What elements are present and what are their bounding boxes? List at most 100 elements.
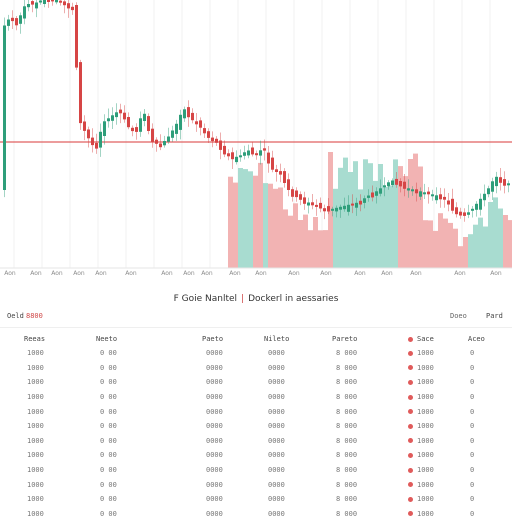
status-dot-icon: [408, 438, 413, 444]
table-row[interactable]: 1000 0 00 0000 0000 8 000 1000 0: [0, 404, 512, 419]
candle-body: [155, 139, 158, 144]
panel-title-right: Dockerl in aessaries: [248, 294, 339, 304]
table-row[interactable]: 1000 0 00 0000 0000 8 000 1000 0: [0, 463, 512, 478]
volume-bar: [448, 222, 453, 268]
x-tick-label: Aon: [95, 270, 107, 277]
volume-bar: [383, 187, 388, 268]
table-row[interactable]: 1000 0 00 0000 0000 8 000 1000 0: [0, 390, 512, 405]
volume-bar: [373, 180, 378, 268]
candle-body: [207, 131, 210, 138]
candle-body: [435, 195, 438, 201]
candle-body: [339, 206, 342, 210]
candle-body: [23, 6, 26, 19]
volume-bar: [473, 224, 478, 268]
candle-body: [251, 147, 254, 155]
volume-bar: [433, 230, 438, 268]
candle-body: [247, 150, 250, 156]
table-cell: 0000: [206, 393, 223, 402]
candle-body: [395, 178, 398, 185]
volume-bar: [343, 157, 348, 268]
table-cell: 1000: [408, 375, 460, 390]
status-dot-icon: [408, 423, 413, 429]
table-row[interactable]: 1000 0 00 0000 0000 8 000 1000 0: [0, 361, 512, 376]
volume-bar: [353, 161, 358, 268]
volume-bar: [243, 169, 248, 268]
column-header[interactable]: Pareto: [332, 335, 358, 343]
table-cell: 1000: [408, 404, 460, 419]
volume-bar: [393, 159, 398, 268]
panel-title-separator: |: [241, 294, 245, 304]
candle-body: [235, 156, 238, 163]
table-cell: 1000: [408, 346, 460, 361]
x-tick-label: Aon: [30, 270, 42, 277]
volume-bar: [238, 168, 243, 268]
candle-body: [331, 208, 334, 211]
candle-body: [7, 19, 10, 26]
table-cell: 0 00: [100, 480, 117, 489]
x-tick-label: Aon: [183, 270, 195, 277]
chart-canvas[interactable]: Aon Aon Aon Aon Aon Aon Aon Aon Aon Aon Aon Aon Aon A…: [0, 0, 512, 282]
table-row[interactable]: 1000 0 00 0000 0000 8 000 1000 0: [0, 434, 512, 449]
table-cell: 0: [470, 495, 475, 504]
x-tick-label: Aon: [320, 270, 332, 277]
column-header[interactable]: Paeto: [202, 335, 224, 343]
candle-body: [467, 212, 470, 215]
table-cell: 0 00: [100, 451, 117, 460]
volume-bar: [368, 163, 373, 268]
candle-body: [463, 212, 466, 216]
table-row[interactable]: 1000 0 00 0000 0000 8 000 1000 0: [0, 375, 512, 390]
candle-body: [415, 189, 418, 194]
volume-bar: [333, 188, 338, 268]
candlestick-chart[interactable]: Aon Aon Aon Aon Aon Aon Aon Aon Aon Aon Aon Aon Aon A…: [0, 0, 512, 282]
table-cell: 0: [470, 407, 475, 416]
table-cell: 1000: [27, 393, 44, 402]
table-row[interactable]: 1000 0 00 0000 0000 8 000 1000 0: [0, 346, 512, 361]
candle-body: [503, 179, 506, 186]
candle-body: [19, 15, 22, 24]
candle-body: [459, 211, 462, 216]
candle-body: [131, 127, 134, 132]
candle-body: [347, 204, 350, 212]
candle-body: [419, 191, 422, 197]
toolbar-value[interactable]: 8800: [26, 312, 43, 320]
column-header[interactable]: Reeas: [24, 335, 46, 343]
table-cell: 8 000: [336, 480, 358, 489]
candle-body: [391, 180, 394, 185]
table-cell: 0000: [206, 363, 223, 372]
table-row[interactable]: 1000 0 00 0000 0000 8 000 1000 0: [0, 492, 512, 507]
candle-body: [231, 152, 234, 160]
candle-body: [475, 203, 478, 210]
table-cell: 0000: [268, 509, 285, 518]
candle-body: [35, 2, 38, 9]
candle-body: [103, 121, 106, 136]
status-dot-icon: [408, 394, 413, 400]
table-cell: 0: [470, 436, 475, 445]
table-row[interactable]: 1000 0 00 0000 0000 8 000 1000 0: [0, 419, 512, 434]
table-row[interactable]: 1000 0 00 0000 0000 8 000 1000 0: [0, 507, 512, 521]
candle-body: [471, 208, 474, 211]
candle-body: [215, 138, 218, 143]
candle-body: [11, 17, 14, 22]
table-cell: 0000: [268, 393, 285, 402]
table-cell: 0000: [268, 436, 285, 445]
volume-bar: [348, 172, 353, 268]
candle-body: [483, 193, 486, 201]
candle-body: [111, 115, 114, 121]
toolbar-action-button[interactable]: Doeo: [450, 312, 467, 320]
volume-bar: [253, 175, 258, 268]
volume-bar: [278, 187, 283, 268]
table-cell: 1000: [408, 507, 460, 521]
table-cell: 0: [470, 393, 475, 402]
toolbar-page-button[interactable]: Pard: [486, 312, 503, 320]
x-tick-label: Aon: [51, 270, 63, 277]
table-row[interactable]: 1000 0 00 0000 0000 8 000 1000 0: [0, 448, 512, 463]
table-cell: 0: [470, 349, 475, 358]
table-row[interactable]: 1000 0 00 0000 0000 8 000 1000 0: [0, 477, 512, 492]
candle-body: [127, 117, 130, 128]
table-cell: 0000: [206, 480, 223, 489]
candle-body: [291, 189, 294, 197]
column-header[interactable]: Aceo: [468, 335, 485, 343]
column-header[interactable]: Neeto: [96, 335, 118, 343]
candle-body: [99, 131, 102, 148]
column-header[interactable]: Nileto: [264, 335, 290, 343]
